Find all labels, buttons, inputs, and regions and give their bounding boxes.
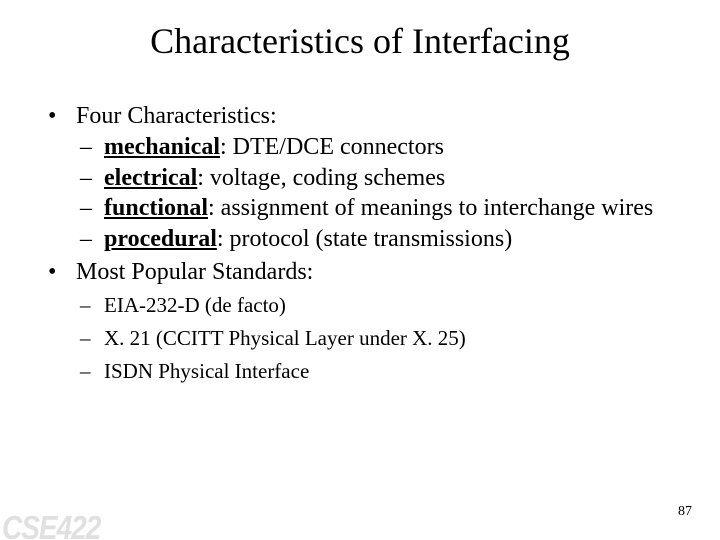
slide-title: Characteristics of Interfacing <box>0 0 720 72</box>
definition: : DTE/DCE connectors <box>220 134 444 160</box>
sub-x21: X. 21 (CCITT Physical Layer under X. 25) <box>76 326 680 351</box>
sub-functional: functional: assignment of meanings to in… <box>76 194 680 223</box>
bullet-four-characteristics: Four Characteristics: mechanical: DTE/DC… <box>40 102 680 254</box>
sub-text: ISDN Physical Interface <box>104 359 309 383</box>
definition: : assignment of meanings to interchange … <box>208 195 653 221</box>
bullet-text: Most Popular Standards: <box>76 259 313 285</box>
sub-electrical: electrical: voltage, coding schemes <box>76 164 680 193</box>
term: procedural <box>104 226 217 252</box>
definition: : voltage, coding schemes <box>197 165 445 191</box>
sub-mechanical: mechanical: DTE/DCE connectors <box>76 133 680 162</box>
sub-text: X. 21 (CCITT Physical Layer under X. 25) <box>104 326 466 350</box>
bullet-text: Four Characteristics: <box>76 103 277 129</box>
term: mechanical <box>104 134 220 160</box>
page-number: 87 <box>678 504 692 520</box>
definition: : protocol (state transmissions) <box>217 226 512 252</box>
sub-procedural: procedural: protocol (state transmission… <box>76 225 680 254</box>
course-code: CSE422 <box>2 509 100 540</box>
bullet-list: Four Characteristics: mechanical: DTE/DC… <box>40 102 680 384</box>
slide-body: Four Characteristics: mechanical: DTE/DC… <box>0 72 720 384</box>
sub-text: EIA-232-D (de facto) <box>104 293 286 317</box>
sub-list-standards: EIA-232-D (de facto) X. 21 (CCITT Physic… <box>76 293 680 385</box>
term: electrical <box>104 165 197 191</box>
bullet-popular-standards: Most Popular Standards: EIA-232-D (de fa… <box>40 258 680 384</box>
term: functional <box>104 195 208 221</box>
sub-list-characteristics: mechanical: DTE/DCE connectors electrica… <box>76 133 680 254</box>
sub-eia232d: EIA-232-D (de facto) <box>76 293 680 318</box>
sub-isdn: ISDN Physical Interface <box>76 359 680 384</box>
